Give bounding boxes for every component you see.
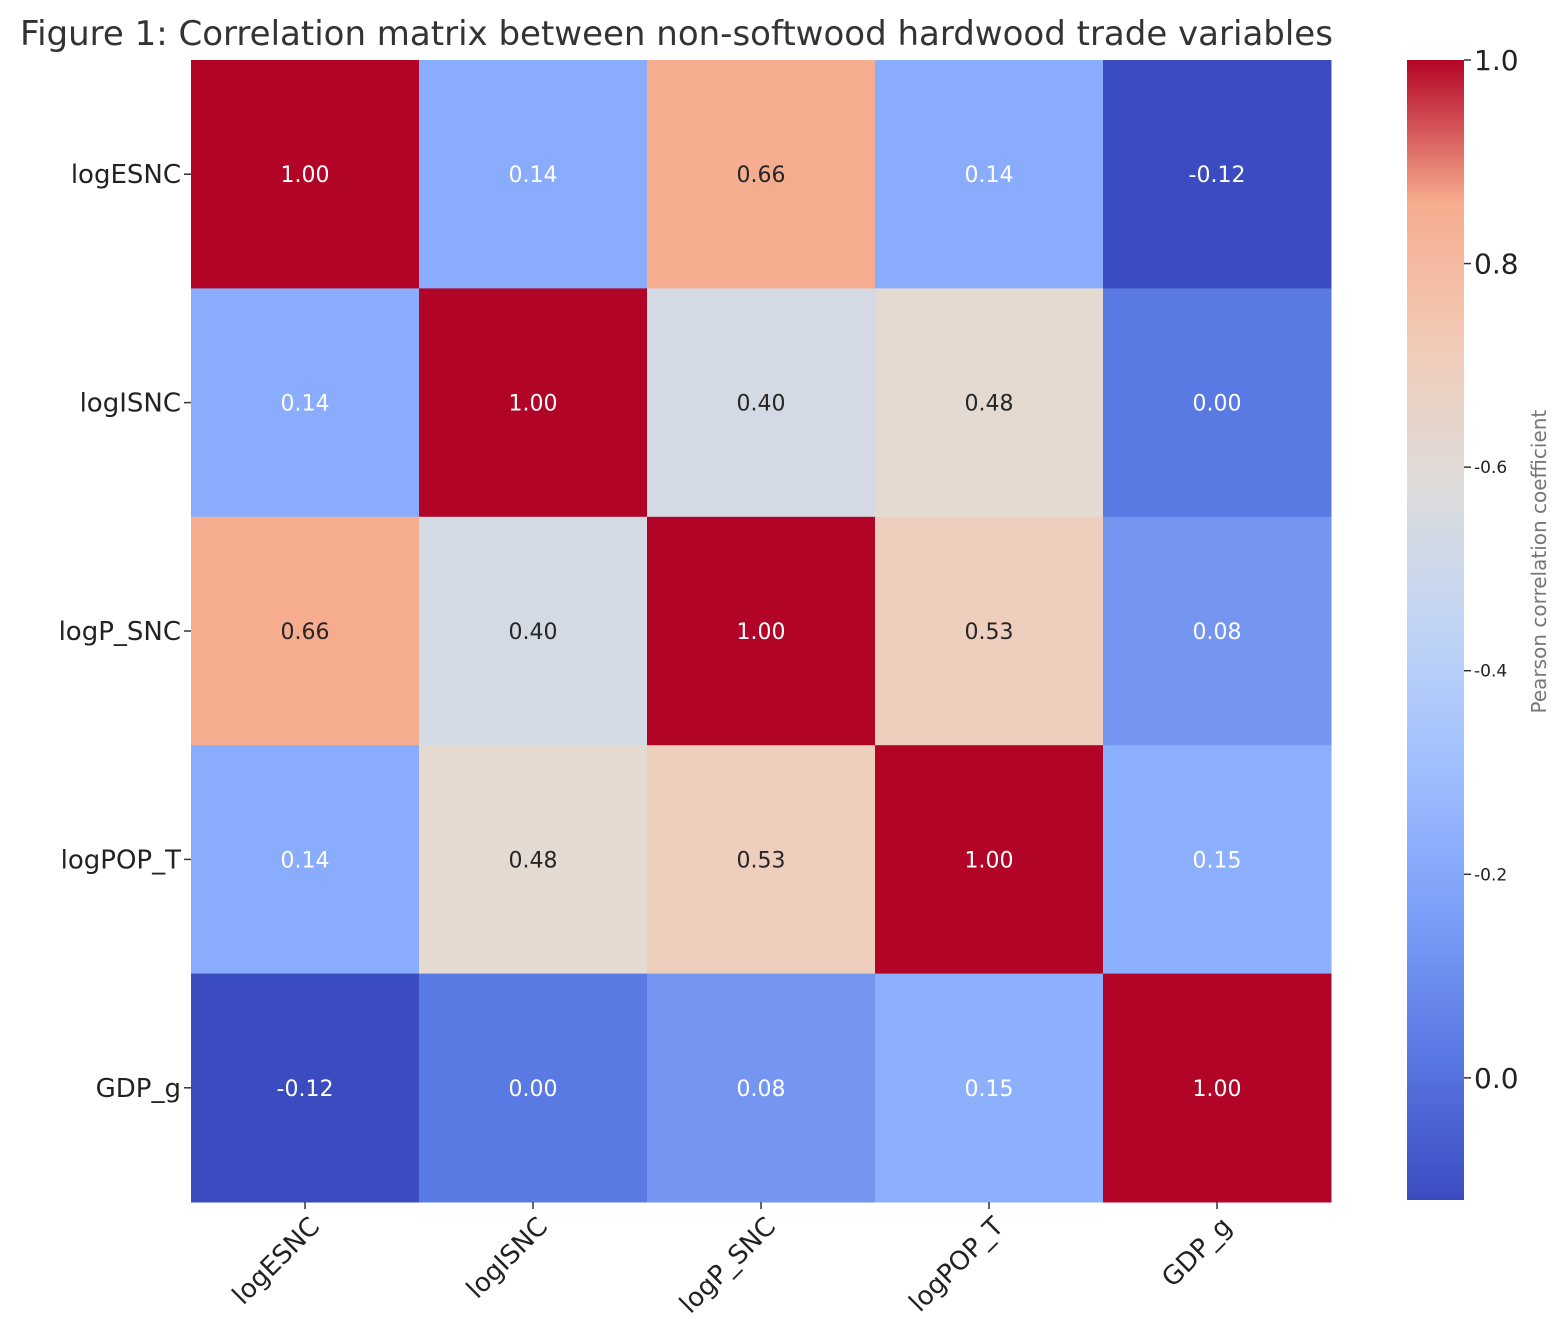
- cell-label-logPOP_T-logP_SNC: 0.53: [737, 848, 786, 873]
- cell-label-logISNC-logESNC: 0.14: [281, 392, 330, 417]
- y-tick-label-GDP_g: GDP_g: [96, 1074, 181, 1104]
- cell-label-GDP_g-logP_SNC: 0.08: [737, 1077, 786, 1102]
- heatmap-cell-GDP_g-logP_SNC: [647, 973, 876, 1203]
- cell-label-logISNC-logP_SNC: 0.40: [737, 392, 786, 417]
- heatmap-cell-logISNC-logP_SNC: [647, 288, 876, 518]
- heatmap-cell-logISNC-GDP_g: [1103, 288, 1332, 518]
- x-tick-label-logPOP_T: logPOP_T: [904, 1212, 1010, 1318]
- heatmap-cell-logP_SNC-logISNC: [419, 516, 648, 746]
- cell-label-GDP_g-logPOP_T: 0.15: [965, 1077, 1014, 1102]
- x-tick-label-logP_SNC: logP_SNC: [674, 1212, 782, 1320]
- y-tick-label-logISNC: logISNC: [80, 389, 181, 419]
- heatmap-cell-logESNC-logPOP_T: [875, 60, 1104, 289]
- heatmap-cell-logPOP_T-logP_SNC: [647, 745, 876, 975]
- heatmap-cell-logP_SNC-logESNC: [191, 516, 420, 746]
- heatmap-cell-logISNC-logISNC: [419, 288, 648, 518]
- colorbar-tick-label: 0.8: [1474, 248, 1519, 281]
- heatmap-cell-logPOP_T-logISNC: [419, 745, 648, 975]
- cell-label-logP_SNC-logESNC: 0.66: [281, 620, 330, 645]
- colorbar-gradient: [1407, 60, 1464, 1200]
- cell-label-logP_SNC-logP_SNC: 1.00: [737, 620, 786, 645]
- heatmap-cell-logPOP_T-logPOP_T: [875, 745, 1104, 975]
- y-tick-label-logP_SNC: logP_SNC: [59, 617, 181, 647]
- x-tick-label-GDP_g: GDP_g: [1156, 1212, 1238, 1294]
- heatmap-cell-logISNC-logESNC: [191, 288, 420, 518]
- cell-label-logP_SNC-GDP_g: 0.08: [1193, 620, 1242, 645]
- y-tick-label-logPOP_T: logPOP_T: [61, 845, 181, 875]
- colorbar-label: Pearson correlation coefficient: [1527, 410, 1551, 714]
- cell-label-GDP_g-GDP_g: 1.00: [1193, 1077, 1242, 1102]
- heatmap-cell-GDP_g-logPOP_T: [875, 973, 1104, 1203]
- heatmap-cell-logP_SNC-logPOP_T: [875, 516, 1104, 746]
- heatmap-cell-logESNC-GDP_g: [1103, 60, 1332, 289]
- heatmap-cell-logP_SNC-logP_SNC: [647, 516, 876, 746]
- heatmap-cell-logP_SNC-GDP_g: [1103, 516, 1332, 746]
- cell-label-logISNC-logISNC: 1.00: [509, 392, 558, 417]
- cell-label-logESNC-logESNC: 1.00: [281, 163, 330, 188]
- cell-label-logESNC-logPOP_T: 0.14: [965, 163, 1014, 188]
- cell-label-logP_SNC-logPOP_T: 0.53: [965, 620, 1014, 645]
- cell-label-logISNC-GDP_g: 0.00: [1193, 392, 1242, 417]
- cell-label-GDP_g-logESNC: -0.12: [277, 1077, 334, 1102]
- heatmap-cell-logESNC-logP_SNC: [647, 60, 876, 289]
- heatmap-cells: 1.00 0.14 0.66 0.14 -0.12 0.14 1.00 0.40 0.48 0.0…: [191, 60, 1332, 1203]
- colorbar: 1.0 0.8 -0.6 -0.4 -0.2 0.0 Pearson correlation…: [1407, 44, 1551, 1200]
- heatmap-cell-logISNC-logPOP_T: [875, 288, 1104, 518]
- heatmap-cell-logPOP_T-logESNC: [191, 745, 420, 975]
- colorbar-tick-label: 1.0: [1474, 44, 1519, 77]
- heatmap-cell-logESNC-logISNC: [419, 60, 648, 289]
- cell-label-logPOP_T-logPOP_T: 1.00: [965, 848, 1014, 873]
- cell-label-logPOP_T-logESNC: 0.14: [281, 848, 330, 873]
- x-tick-label-logESNC: logESNC: [227, 1212, 326, 1311]
- colorbar-tick-label: 0.0: [1474, 1062, 1519, 1095]
- heatmap-cell-GDP_g-GDP_g: [1103, 973, 1332, 1203]
- heatmap-cell-logESNC-logESNC: [191, 60, 420, 289]
- chart-title: Figure 1: Correlation matrix between non…: [20, 14, 1333, 54]
- x-tick-label-logISNC: logISNC: [461, 1212, 554, 1305]
- heatmap-cell-GDP_g-logESNC: [191, 973, 420, 1203]
- cell-label-logP_SNC-logISNC: 0.40: [509, 620, 558, 645]
- cell-label-logESNC-GDP_g: -0.12: [1189, 163, 1246, 188]
- cell-label-logESNC-logP_SNC: 0.66: [737, 163, 786, 188]
- heatmap-cell-GDP_g-logISNC: [419, 973, 648, 1203]
- y-tick-label-logESNC: logESNC: [71, 160, 181, 190]
- heatmap-cell-logPOP_T-GDP_g: [1103, 745, 1332, 975]
- colorbar-tick-label: -0.4: [1474, 662, 1507, 682]
- cell-label-GDP_g-logISNC: 0.00: [509, 1077, 558, 1102]
- colorbar-tick-label: -0.6: [1474, 458, 1507, 478]
- colorbar-tick-label: -0.2: [1474, 865, 1507, 885]
- cell-label-logPOP_T-logISNC: 0.48: [509, 848, 558, 873]
- cell-label-logPOP_T-GDP_g: 0.15: [1193, 848, 1242, 873]
- cell-label-logESNC-logISNC: 0.14: [509, 163, 558, 188]
- cell-label-logISNC-logPOP_T: 0.48: [965, 392, 1014, 417]
